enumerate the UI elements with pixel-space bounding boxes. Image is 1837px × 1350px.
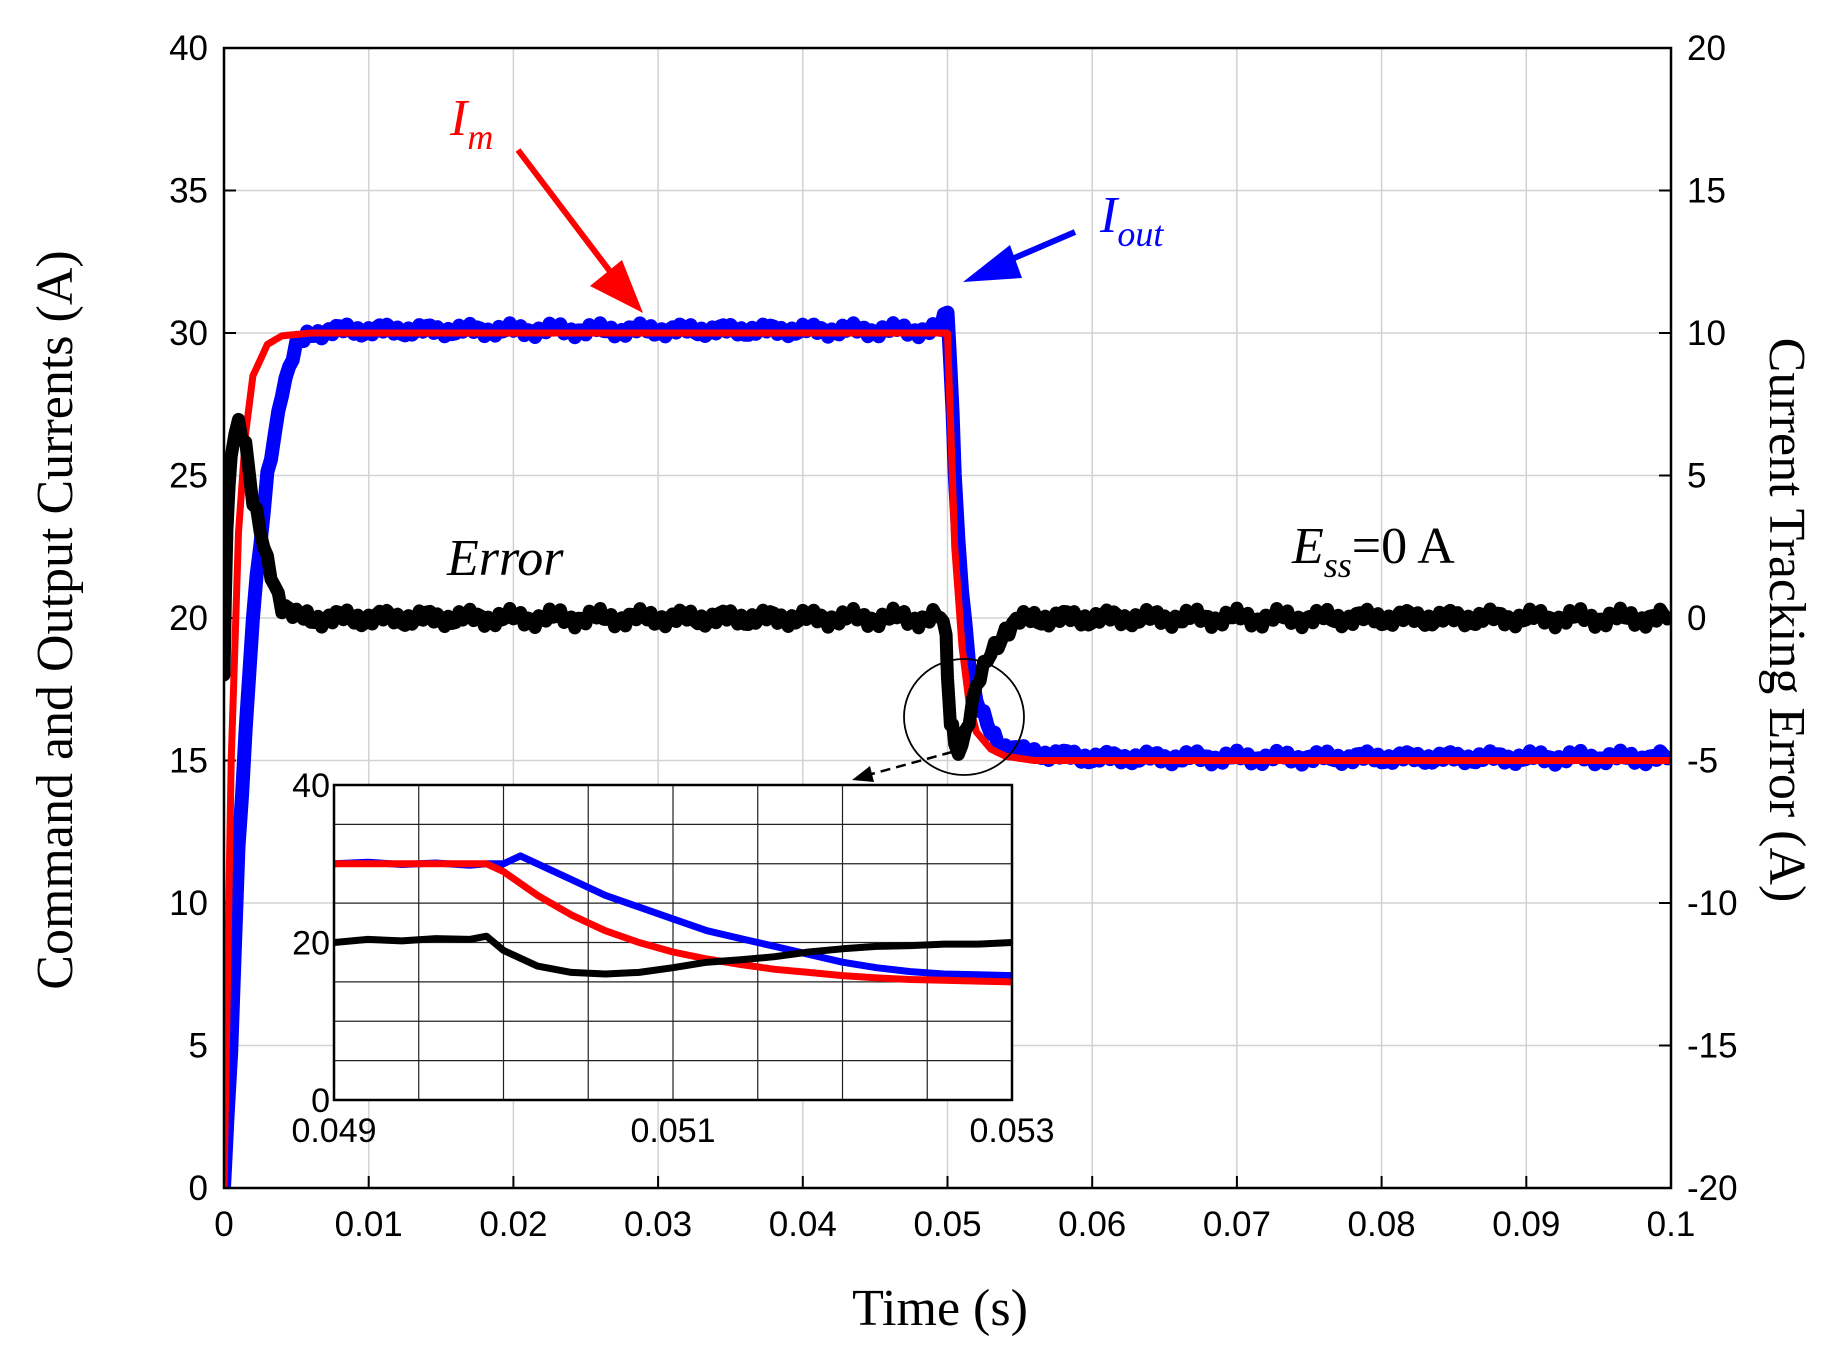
annotation-ess: Ess=0 A bbox=[1291, 518, 1455, 585]
y-axis-label: Command and Output Currents (A) bbox=[27, 250, 84, 989]
inset-y-tick-label: 0 bbox=[311, 1082, 330, 1120]
x-tick-label: 0.06 bbox=[1058, 1205, 1126, 1244]
y-tick-label: 30 bbox=[169, 314, 208, 353]
y2-tick-label: 10 bbox=[1687, 314, 1726, 353]
series-error bbox=[224, 412, 1671, 761]
series-i-m bbox=[224, 329, 1671, 1188]
main-series bbox=[224, 305, 1671, 1188]
inset-x-tick-label: 0.051 bbox=[630, 1112, 715, 1150]
y2-tick-label: -15 bbox=[1687, 1027, 1738, 1066]
y-tick-label: 5 bbox=[189, 1027, 208, 1066]
inset-y-tick-label: 40 bbox=[292, 767, 330, 805]
inset-y-tick-label: 20 bbox=[292, 925, 330, 963]
inset-x-tick-label: 0.049 bbox=[291, 1112, 376, 1150]
zoom-pointer-line bbox=[867, 750, 953, 777]
x-tick-label: 0.03 bbox=[624, 1205, 692, 1244]
inset-series-error bbox=[334, 932, 1012, 978]
annotation-im: Im bbox=[449, 90, 643, 313]
y-tick-label: 10 bbox=[169, 884, 208, 923]
y-tick-label: 15 bbox=[169, 742, 208, 781]
annotation-ess-main: E bbox=[1291, 518, 1324, 575]
zoom-pointer-arrowhead bbox=[852, 766, 874, 782]
x-tick-label: 0.01 bbox=[335, 1205, 403, 1244]
x-tick-label: 0.02 bbox=[479, 1205, 547, 1244]
x-tick-label: 0.08 bbox=[1348, 1205, 1416, 1244]
x-axis-label: Time (s) bbox=[852, 1280, 1028, 1337]
annotation-error: Error bbox=[446, 530, 564, 587]
y2-tick-label: -10 bbox=[1687, 884, 1738, 923]
y-tick-labels: 0 5 10 15 20 25 30 35 40 bbox=[169, 29, 208, 1208]
annotation-im-arrowhead bbox=[590, 260, 643, 313]
inset-series bbox=[334, 852, 1012, 986]
annotation-im-sub: m bbox=[467, 117, 493, 157]
y-tick-label: 0 bbox=[189, 1169, 208, 1208]
y2-axis-label: Current Tracking Error (A) bbox=[1758, 338, 1815, 903]
y2-tick-label: 5 bbox=[1687, 457, 1706, 496]
annotation-iout-main: I bbox=[1099, 187, 1120, 244]
x-tick-label: 0.1 bbox=[1647, 1205, 1696, 1244]
svg-text:Iout: Iout bbox=[1099, 187, 1164, 254]
y-tick-label: 25 bbox=[169, 457, 208, 496]
annotation-ess-sub: ss bbox=[1324, 545, 1352, 585]
x-tick-labels: 0 0.01 0.02 0.03 0.04 0.05 0.06 0.07 0.08 0.09 0.1 bbox=[214, 1205, 1695, 1244]
y2-tick-label: -5 bbox=[1687, 742, 1718, 781]
inset-frame bbox=[332, 783, 1014, 1102]
annotation-ess-suffix: =0 A bbox=[1352, 518, 1455, 575]
y-tick-label: 20 bbox=[169, 599, 208, 638]
x-tick-label: 0.09 bbox=[1492, 1205, 1560, 1244]
y2-tick-label: 20 bbox=[1687, 29, 1726, 68]
inset-x-tick-labels: 0.049 0.051 0.053 bbox=[291, 1112, 1054, 1150]
y-tick-label: 40 bbox=[169, 29, 208, 68]
x-tick-label: 0.05 bbox=[913, 1205, 981, 1244]
inset-y-tick-labels: 0 20 40 bbox=[292, 767, 330, 1120]
annotation-im-arrow bbox=[515, 148, 618, 280]
annotation-iout-arrow bbox=[1003, 229, 1077, 265]
plot-frame bbox=[222, 46, 1673, 1190]
inset-x-tick-label: 0.053 bbox=[969, 1112, 1054, 1150]
annotation-im-main: I bbox=[449, 90, 470, 147]
y2-tick-label: -20 bbox=[1687, 1169, 1738, 1208]
annotation-iout: Iout bbox=[963, 187, 1164, 282]
svg-text:Im: Im bbox=[449, 90, 493, 157]
annotation-iout-arrowhead bbox=[963, 245, 1022, 282]
y2-tick-label: 15 bbox=[1687, 172, 1726, 211]
y2-tick-label: 0 bbox=[1687, 599, 1706, 638]
y-tick-label: 35 bbox=[169, 172, 208, 211]
x-tick-label: 0.04 bbox=[769, 1205, 837, 1244]
annotation-iout-sub: out bbox=[1117, 214, 1164, 254]
y2-tick-labels: -20 -15 -10 -5 0 5 10 15 20 bbox=[1687, 29, 1738, 1208]
x-tick-label: 0 bbox=[214, 1205, 233, 1244]
x-tick-label: 0.07 bbox=[1203, 1205, 1271, 1244]
zoom-circle bbox=[903, 658, 1025, 776]
